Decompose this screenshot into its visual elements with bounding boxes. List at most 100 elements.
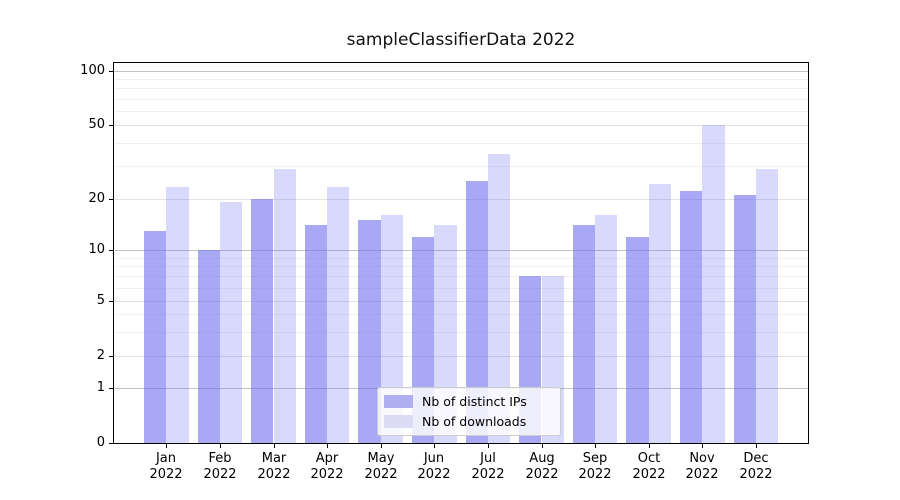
x-tick-year: 2022: [578, 467, 612, 482]
y-tick-label: 20: [88, 191, 105, 206]
x-tick-month: Dec: [743, 451, 769, 466]
legend-row: Nb of downloads: [384, 413, 552, 430]
x-tick-mark: [756, 444, 757, 448]
x-tick-mark: [274, 444, 275, 448]
y-tick-mark: [109, 356, 113, 357]
gridline: [114, 332, 808, 333]
legend-swatch-downloads: [384, 415, 413, 428]
x-tick-month: May: [367, 451, 395, 466]
x-tick-year: 2022: [739, 467, 773, 482]
x-tick-month: Jan: [155, 451, 177, 466]
x-tick-month: Mar: [261, 451, 287, 466]
gridline: [114, 276, 808, 277]
gridline: [114, 199, 808, 200]
x-tick-year: 2022: [310, 467, 344, 482]
x-tick-year: 2022: [685, 467, 719, 482]
legend-swatch-distinct-ips: [384, 395, 413, 408]
y-tick-label: 0: [96, 435, 105, 450]
x-tick-label: Nov 2022: [670, 451, 734, 483]
x-tick-mark: [434, 444, 435, 448]
x-tick-mark: [488, 444, 489, 448]
x-tick-month: Nov: [689, 451, 715, 466]
gridline: [114, 301, 808, 302]
gridline: [114, 166, 808, 167]
x-tick-label: May 2022: [349, 451, 413, 483]
bar-downloads: [487, 153, 511, 443]
gridline: [114, 79, 808, 80]
x-tick-mark: [542, 444, 543, 448]
x-tick-mark: [381, 444, 382, 448]
x-tick-month: Jul: [480, 451, 496, 466]
x-tick-label: Aug 2022: [510, 451, 574, 483]
x-tick-month: Jun: [423, 451, 445, 466]
x-tick-year: 2022: [417, 467, 451, 482]
y-tick-mark: [109, 443, 113, 444]
gridline: [114, 143, 808, 144]
x-tick-label: Dec 2022: [724, 451, 788, 483]
x-tick-mark: [702, 444, 703, 448]
bar-distinct-ips: [733, 194, 756, 443]
x-tick-mark: [595, 444, 596, 448]
y-tick-label: 1: [96, 380, 105, 395]
x-tick-year: 2022: [149, 467, 183, 482]
gridline: [114, 314, 808, 315]
x-tick-year: 2022: [632, 467, 666, 482]
x-tick-label: Jan 2022: [134, 451, 198, 483]
bar-downloads: [380, 215, 403, 443]
bar-distinct-ips: [680, 190, 703, 443]
gridline: [114, 266, 808, 267]
gridline: [114, 111, 808, 112]
bar-distinct-ips: [144, 230, 167, 443]
y-tick-mark: [109, 199, 113, 200]
y-tick-label: 50: [88, 117, 105, 132]
gridline: [114, 88, 808, 89]
x-tick-mark: [166, 444, 167, 448]
bar-distinct-ips: [251, 198, 274, 443]
x-tick-year: 2022: [364, 467, 398, 482]
y-tick-label: 2: [96, 348, 105, 363]
gridline: [114, 288, 808, 289]
bar-downloads: [166, 187, 189, 443]
x-tick-year: 2022: [471, 467, 505, 482]
x-tick-month: Feb: [208, 451, 232, 466]
y-tick-mark: [109, 301, 113, 302]
plot-area: [113, 62, 809, 444]
legend-label: Nb of distinct IPs: [422, 394, 527, 409]
bar-distinct-ips: [304, 225, 328, 443]
gridline: [114, 125, 808, 126]
x-tick-year: 2022: [203, 467, 237, 482]
x-tick-label: Jul 2022: [456, 451, 520, 483]
y-tick-mark: [109, 388, 113, 389]
x-tick-label: Feb 2022: [188, 451, 252, 483]
y-tick-label: 100: [80, 63, 105, 78]
bar-downloads: [219, 202, 243, 443]
x-tick-month: Oct: [637, 451, 661, 466]
x-tick-label: Sep 2022: [563, 451, 627, 483]
gridline: [114, 99, 808, 100]
x-tick-year: 2022: [257, 467, 291, 482]
bar-distinct-ips: [465, 180, 488, 443]
y-tick-mark: [109, 71, 113, 72]
bar-downloads: [702, 125, 725, 443]
y-tick-label: 10: [88, 242, 105, 257]
bar-distinct-ips: [358, 219, 381, 443]
x-tick-label: Mar 2022: [242, 451, 306, 483]
bar-downloads: [327, 187, 350, 443]
x-tick-month: Aug: [529, 451, 555, 466]
legend-label: Nb of downloads: [422, 414, 527, 429]
x-tick-label: Apr 2022: [295, 451, 359, 483]
x-tick-mark: [220, 444, 221, 448]
bar-distinct-ips: [197, 250, 220, 443]
bar-downloads: [648, 183, 671, 443]
bar-downloads: [595, 215, 618, 443]
x-tick-label: Jun 2022: [402, 451, 466, 483]
gridline: [114, 258, 808, 259]
y-tick-label: 5: [96, 293, 105, 308]
bar-distinct-ips: [626, 236, 649, 443]
legend: Nb of distinct IPs Nb of downloads: [377, 387, 561, 436]
x-tick-mark: [327, 444, 328, 448]
x-tick-month: Apr: [315, 451, 339, 466]
gridline: [114, 250, 808, 251]
gridline: [114, 356, 808, 357]
